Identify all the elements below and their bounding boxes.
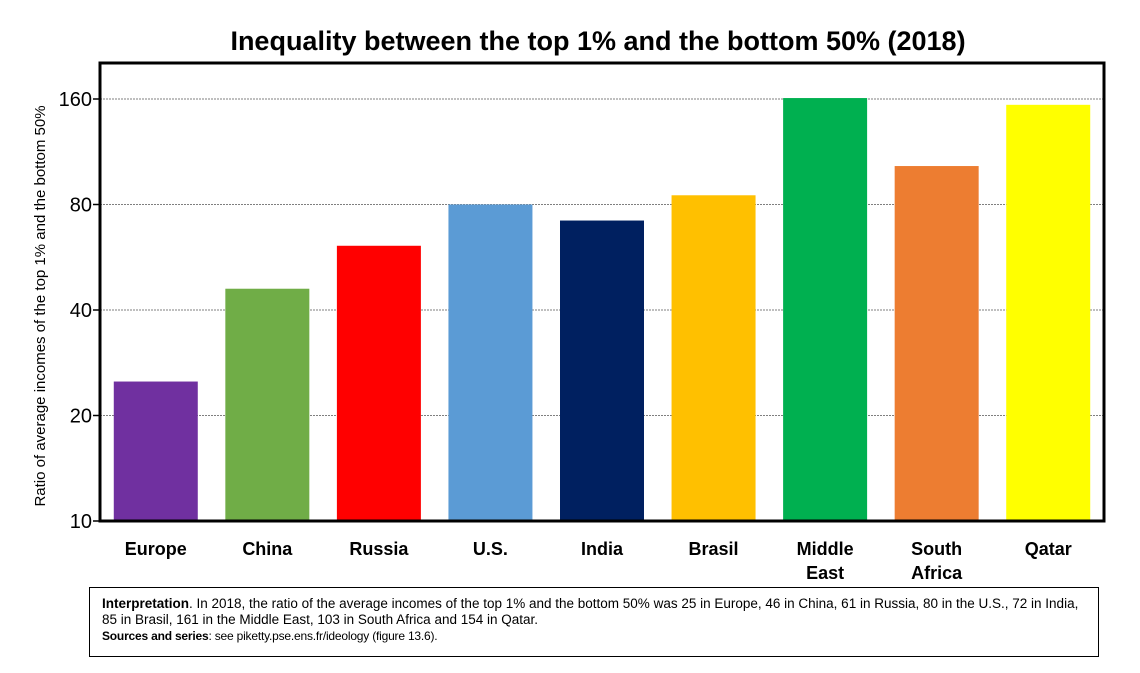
bar bbox=[894, 166, 979, 522]
interpretation-box: Interpretation. In 2018, the ratio of th… bbox=[89, 587, 1099, 657]
x-tick-label: Qatar bbox=[1025, 539, 1072, 559]
y-tick-label: 40 bbox=[70, 300, 92, 322]
x-tick-label: East bbox=[806, 563, 844, 583]
y-axis: 10 20 40 80 160 bbox=[59, 89, 100, 533]
plot-frame bbox=[98, 61, 1106, 523]
x-tick-label: Brasil bbox=[689, 539, 739, 559]
x-tick-label: Africa bbox=[911, 563, 963, 583]
y-tick-label: 20 bbox=[70, 406, 92, 428]
chart-title: Inequality between the top 1% and the bo… bbox=[230, 26, 966, 56]
x-tick-label: Europe bbox=[125, 539, 187, 559]
x-tick-label: South bbox=[911, 539, 962, 559]
y-axis-label: Ratio of average incomes of the top 1% a… bbox=[32, 105, 49, 506]
bar bbox=[113, 381, 198, 521]
bar bbox=[1006, 104, 1091, 521]
bar bbox=[560, 220, 644, 522]
interpretation-body: . In 2018, the ratio of the average inco… bbox=[102, 596, 1079, 627]
y-tick-label: 80 bbox=[70, 195, 92, 217]
bar bbox=[225, 288, 310, 521]
bar-chart: 10 20 40 80 160 Europe China Russia U.S. India Br… bbox=[32, 61, 1106, 583]
bars bbox=[113, 98, 1091, 522]
bar bbox=[336, 245, 421, 521]
interpretation-label: Interpretation bbox=[102, 596, 190, 611]
sources-body: : see piketty.pse.ens.fr/ideology (figur… bbox=[208, 629, 438, 643]
x-tick-label: Middle bbox=[797, 539, 854, 559]
sources-text: Sources and series: see piketty.pse.ens.… bbox=[102, 628, 1086, 644]
x-tick-label: China bbox=[242, 539, 293, 559]
sources-label: Sources and series bbox=[102, 629, 209, 643]
y-tick-label: 10 bbox=[70, 511, 92, 533]
x-tick-label: Russia bbox=[349, 539, 409, 559]
bar bbox=[783, 98, 868, 521]
x-tick-label: U.S. bbox=[473, 539, 508, 559]
bar bbox=[671, 195, 756, 521]
interpretation-text: Interpretation. In 2018, the ratio of th… bbox=[102, 596, 1086, 628]
y-tick-label: 160 bbox=[59, 89, 92, 111]
x-tick-label: India bbox=[581, 539, 624, 559]
bar bbox=[448, 204, 533, 521]
x-axis: Europe China Russia U.S. India Brasil Middle Ea… bbox=[125, 539, 1072, 583]
